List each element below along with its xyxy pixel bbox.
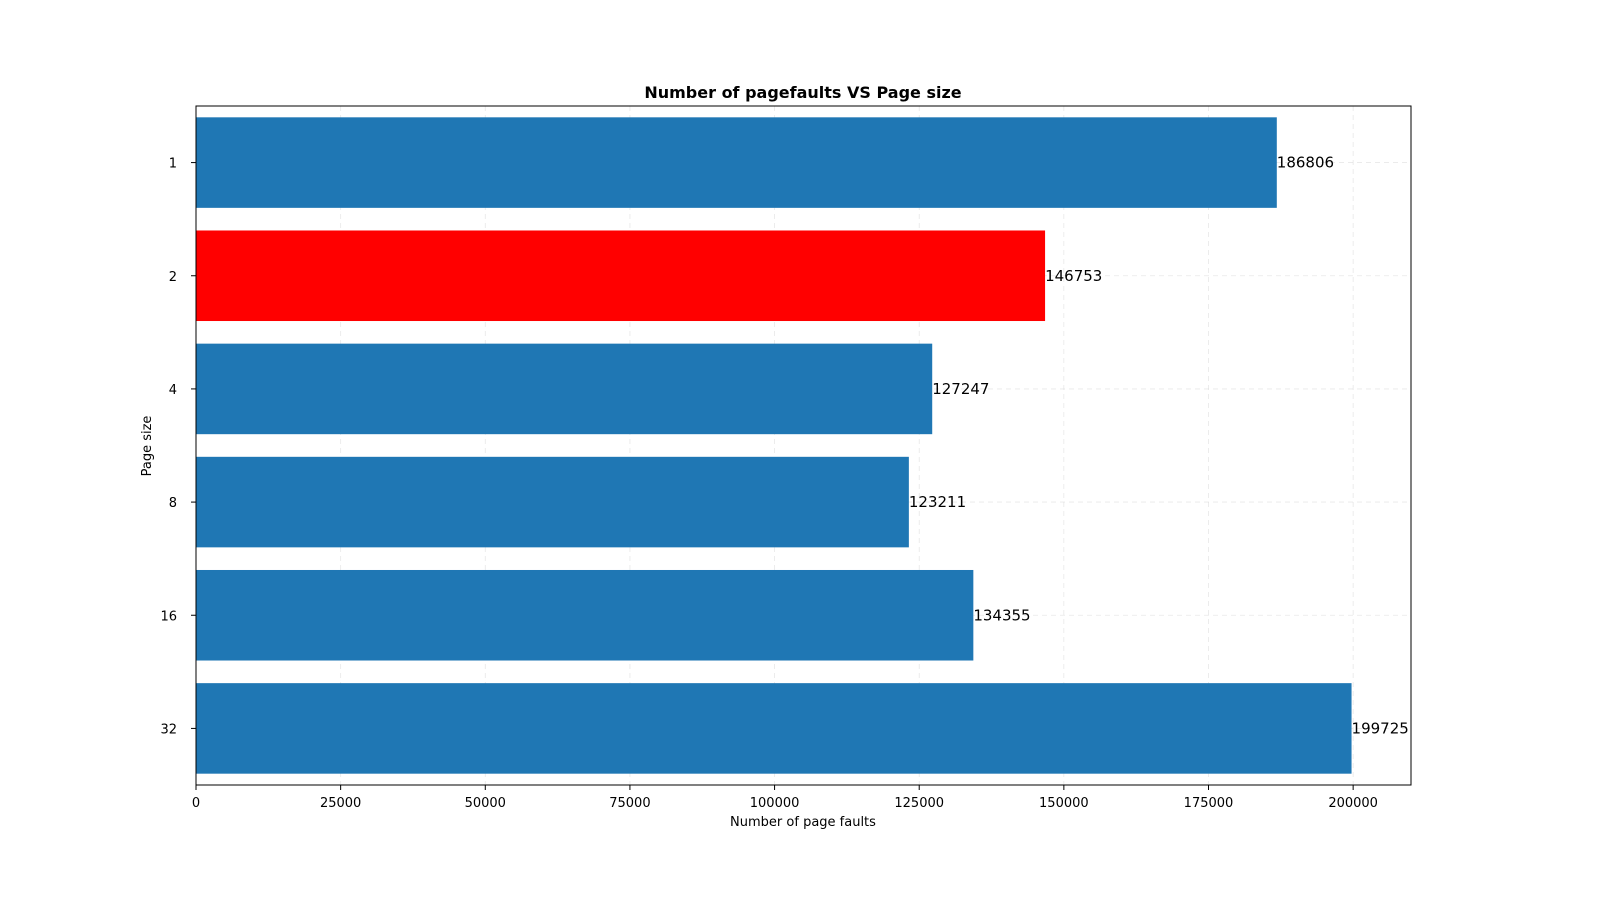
plot-frame xyxy=(195,105,1412,786)
bar xyxy=(196,683,1352,774)
y-tick-label: 4 xyxy=(169,383,177,398)
bar-value-label: 199725 xyxy=(1352,719,1409,737)
x-tick-label: 100000 xyxy=(750,796,800,811)
x-axis-label: Number of page faults xyxy=(730,815,876,830)
x-tick-label: 125000 xyxy=(894,796,944,811)
bar-value-label: 123211 xyxy=(909,493,966,511)
y-tick-label: 8 xyxy=(169,496,177,511)
y-tick-label: 1 xyxy=(169,157,177,172)
bar xyxy=(196,117,1277,208)
chart-title: Number of pagefaults VS Page size xyxy=(644,83,961,102)
x-tick-label: 150000 xyxy=(1039,796,1089,811)
bar xyxy=(196,456,909,548)
bars xyxy=(196,117,1352,774)
x-tick-label: 50000 xyxy=(465,796,506,811)
bar-value-label: 186806 xyxy=(1277,154,1334,172)
value-labels: 186806 146753 127247 123211 134355 199725 xyxy=(909,154,1409,738)
bar xyxy=(196,569,974,661)
bar-value-label: 134355 xyxy=(973,606,1030,624)
x-axis-ticks: 0 25000 50000 75000 100000 125000 150000 175000… xyxy=(192,785,1378,811)
y-axis-label: Page size xyxy=(140,416,155,477)
x-tick-label: 25000 xyxy=(320,796,361,811)
bar-value-label: 127247 xyxy=(932,380,989,398)
x-tick-label: 75000 xyxy=(609,796,650,811)
y-tick-label: 16 xyxy=(160,609,177,624)
y-axis-ticks: 1 2 4 8 16 32 xyxy=(160,157,196,737)
bar xyxy=(196,343,933,435)
x-tick-label: 0 xyxy=(192,796,200,811)
y-tick-label: 2 xyxy=(169,270,177,285)
y-tick-label: 32 xyxy=(160,722,177,737)
x-tick-label: 200000 xyxy=(1328,796,1378,811)
bar xyxy=(196,230,1046,322)
bar-value-label: 146753 xyxy=(1045,267,1102,285)
x-tick-label: 175000 xyxy=(1184,796,1234,811)
